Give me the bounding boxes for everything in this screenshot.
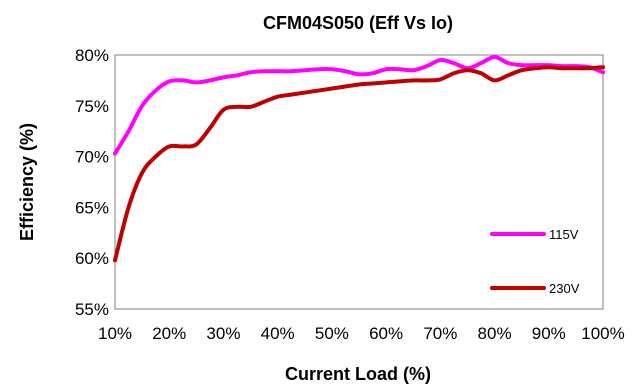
y-tick-label: 70% xyxy=(75,148,109,167)
chart-title: CFM04S050 (Eff Vs Io) xyxy=(263,13,453,33)
x-tick-label: 80% xyxy=(478,324,512,343)
series-layer xyxy=(113,55,605,263)
y-tick-label: 55% xyxy=(75,300,109,319)
y-tick-label: 80% xyxy=(75,46,109,65)
x-tick-label: 100% xyxy=(581,324,624,343)
x-tick-label: 40% xyxy=(261,324,295,343)
y-tick-label: 60% xyxy=(75,249,109,268)
y-axis-title: Efficiency (%) xyxy=(17,123,37,241)
plot-area xyxy=(114,54,604,310)
y-tick-label: 75% xyxy=(75,97,109,116)
x-tick-label: 30% xyxy=(206,324,240,343)
x-tick-label: 90% xyxy=(532,324,566,343)
x-axis-ticks: 10% 20% 30% 40% 50% 60% 70% 80% 90% 100% xyxy=(98,324,625,343)
x-tick-label: 10% xyxy=(98,324,132,343)
legend-label-115v: 115V xyxy=(549,227,579,242)
x-axis-title: Current Load (%) xyxy=(285,364,431,384)
x-tick-label: 20% xyxy=(152,324,186,343)
x-tick-label: 70% xyxy=(423,324,457,343)
series-line-230v xyxy=(113,65,605,263)
legend-label-230v: 230V xyxy=(549,281,580,296)
x-tick-label: 50% xyxy=(315,324,349,343)
series-line-115v xyxy=(113,55,605,156)
legend: 115V 230V xyxy=(490,227,580,296)
y-axis-ticks: 55% 60% 65% 70% 75% 80% xyxy=(75,46,109,319)
y-tick-label: 65% xyxy=(75,198,109,217)
x-tick-label: 60% xyxy=(369,324,403,343)
